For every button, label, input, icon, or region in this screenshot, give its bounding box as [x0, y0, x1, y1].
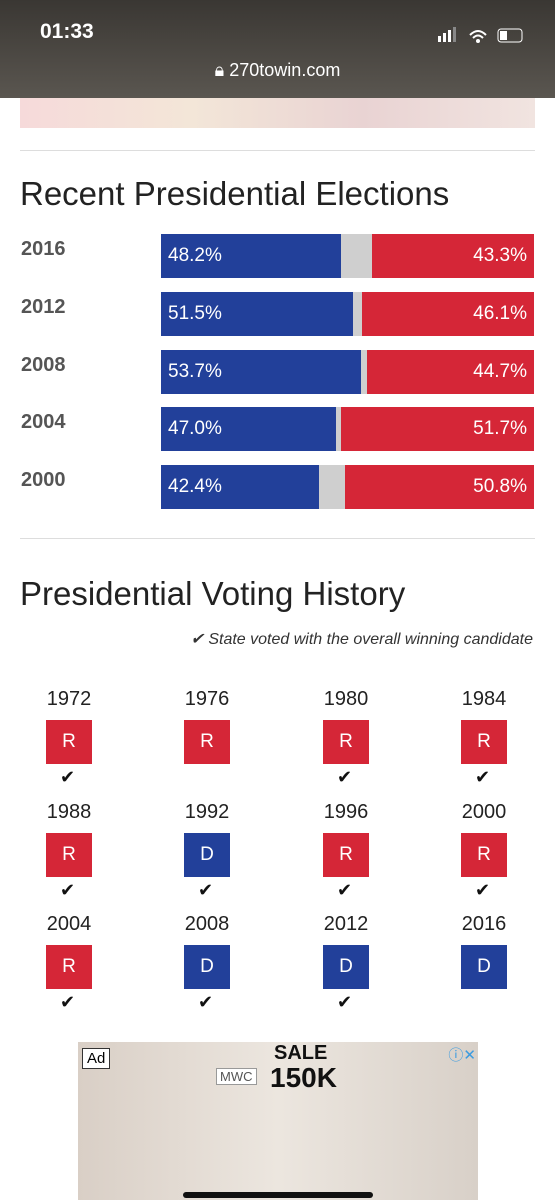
note-text: State voted with the overall winning can…: [208, 631, 533, 648]
dem-label: 48.2%: [168, 245, 222, 266]
winner-check: ✔︎: [60, 767, 76, 787]
dem-label: 42.4%: [168, 476, 222, 497]
ad-close[interactable]: ⓘ✕: [448, 1047, 476, 1064]
year-label: 2004: [21, 411, 66, 434]
rep-label: 44.7%: [473, 360, 527, 382]
banner-image: [20, 98, 535, 128]
history-year: 2000: [461, 800, 507, 823]
party-box: R: [46, 945, 92, 989]
rep-bar: [367, 349, 534, 394]
check-icon: ✔︎: [190, 631, 204, 648]
history-year: 1996: [323, 800, 369, 823]
signal-icons: [438, 27, 523, 43]
rep-bar: [344, 465, 534, 509]
winner-check: ✔︎: [198, 992, 214, 1012]
home-indicator: [183, 1192, 373, 1198]
party-box: R: [184, 720, 230, 764]
dem-bar: [161, 465, 320, 509]
party-box: R: [461, 832, 507, 877]
winner-check: ✔︎: [60, 879, 76, 900]
party-box: D: [461, 945, 507, 989]
dem-bar: [161, 234, 341, 278]
rep-label: 43.3%: [473, 245, 527, 266]
history-year: 2012: [323, 913, 369, 935]
legend-note: ✔︎ State voted with the overall winning …: [190, 629, 533, 649]
url: 270towin.com: [229, 60, 341, 80]
ad-amount: 150K: [270, 1062, 337, 1093]
rep-label: 51.7%: [473, 418, 527, 440]
ad-brand: MWC: [216, 1068, 257, 1085]
dem-label: 53.7%: [168, 360, 222, 382]
advertisement[interactable]: Ad SALE 150K MWC ⓘ✕: [78, 1042, 478, 1200]
status-icons: [438, 26, 523, 43]
party-box: R: [46, 832, 92, 877]
winner-check: ✔︎: [475, 879, 491, 900]
address-bar[interactable]: 🔒︎ 270towin.com: [0, 60, 555, 81]
party-box: R: [461, 720, 507, 764]
winner-check: ✔︎: [337, 767, 353, 787]
history-year: 2008: [184, 913, 230, 935]
clock: 01:33: [40, 20, 94, 43]
history-year: 1980: [323, 688, 369, 710]
year-label: 2000: [21, 469, 66, 491]
rep-label: 46.1%: [473, 302, 527, 324]
rep-bar: [341, 407, 534, 452]
ad-sale: SALE: [274, 1042, 328, 1064]
rep-bar: [362, 291, 534, 336]
divider: [20, 538, 535, 539]
history-year: 2016: [461, 913, 507, 935]
section-title: Recent Presidential Elections: [20, 175, 450, 212]
party-box: D: [184, 945, 230, 989]
dem-label: 47.0%: [168, 418, 222, 440]
history-year: 1988: [46, 800, 92, 823]
ad-badge: Ad: [82, 1048, 111, 1069]
party-box: R: [46, 720, 92, 764]
dem-bar: [161, 291, 354, 336]
party-box: D: [323, 945, 369, 989]
year-label: 2016: [21, 238, 66, 260]
dem-label: 51.5%: [168, 302, 222, 324]
winner-check: ✔︎: [198, 879, 214, 900]
history-year: 1984: [461, 688, 507, 710]
winner-check: ✔︎: [60, 992, 76, 1012]
dem-bar: [161, 349, 362, 394]
party-box: D: [184, 832, 230, 877]
winner-check: ✔︎: [475, 767, 491, 787]
history-year: 1972: [46, 688, 92, 710]
section-title: Presidential Voting History: [20, 575, 406, 612]
party-box: R: [323, 720, 369, 764]
dem-bar: [161, 407, 337, 452]
history-year: 1976: [184, 688, 230, 710]
history-year: 1992: [184, 800, 230, 823]
year-label: 2012: [21, 295, 66, 318]
party-box: R: [323, 832, 369, 877]
rep-bar: [372, 234, 534, 278]
divider: [20, 150, 535, 151]
history-year: 2004: [46, 913, 92, 935]
winner-check: ✔︎: [337, 992, 353, 1012]
status-bar: 01:33 🔒︎ 270towin.com: [0, 0, 555, 98]
year-label: 2008: [21, 353, 66, 376]
lock-icon: 🔒︎: [214, 60, 225, 80]
winner-check: ✔︎: [337, 879, 353, 900]
rep-label: 50.8%: [473, 476, 527, 497]
